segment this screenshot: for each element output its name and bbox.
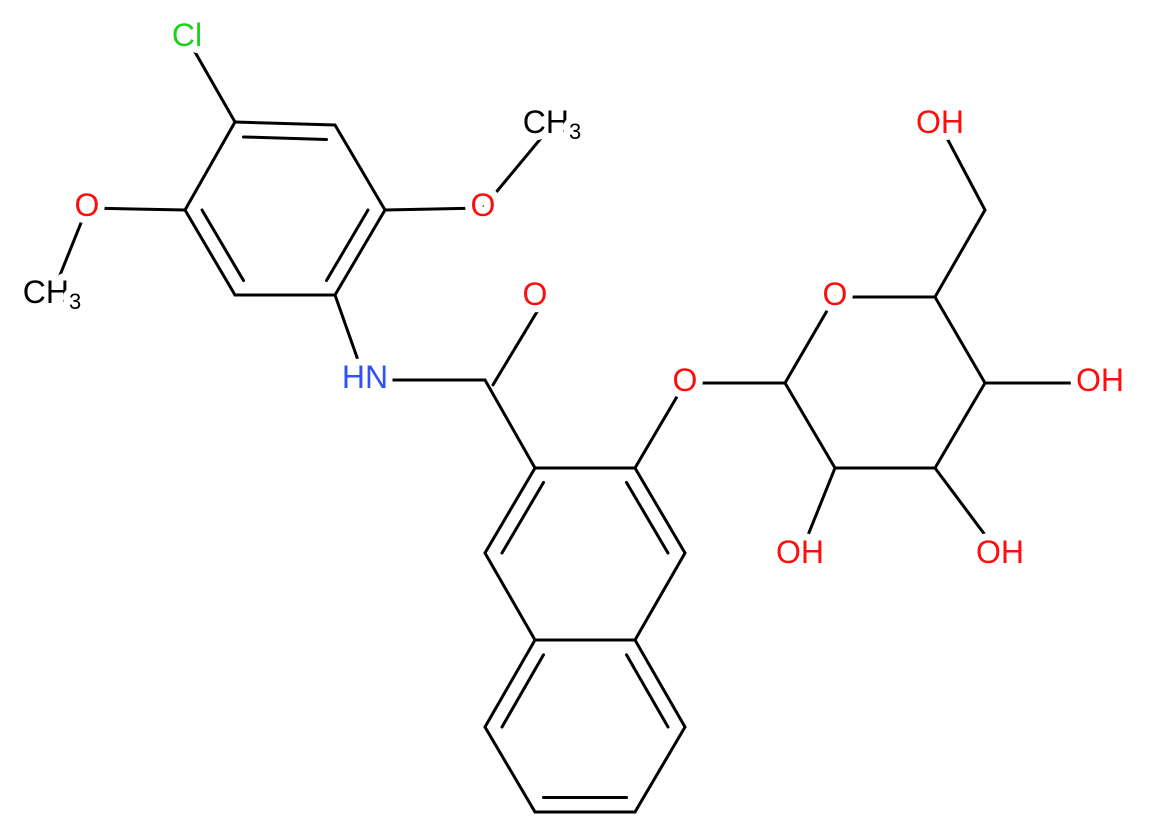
atom-symbol: OH bbox=[1076, 362, 1124, 398]
atom-symbol: OH bbox=[976, 534, 1024, 570]
bond bbox=[50, 206, 89, 297]
bond bbox=[633, 381, 687, 470]
atom-symbol: O bbox=[75, 187, 100, 223]
bond bbox=[633, 725, 687, 814]
atom-label: O bbox=[471, 187, 496, 223]
atom-label: OH bbox=[776, 534, 824, 570]
atom-symbol: O bbox=[471, 187, 496, 223]
bond bbox=[483, 378, 537, 470]
bond bbox=[333, 293, 367, 382]
bond bbox=[625, 653, 670, 729]
atom-label: Cl bbox=[172, 17, 202, 53]
atom-symbol: CH bbox=[23, 274, 69, 310]
atom-label: HN bbox=[342, 359, 388, 395]
bond bbox=[242, 135, 328, 141]
bond bbox=[783, 295, 837, 385]
atom-label: O bbox=[673, 362, 698, 398]
bond bbox=[183, 120, 237, 212]
bonds bbox=[50, 36, 1102, 814]
bond bbox=[483, 638, 537, 729]
atom-label: CH3 bbox=[523, 104, 581, 143]
atom-label: CH3 bbox=[23, 274, 81, 313]
bond bbox=[933, 381, 987, 470]
bond bbox=[783, 381, 837, 470]
atom-symbol: O bbox=[523, 276, 548, 312]
bond bbox=[491, 300, 545, 387]
bond bbox=[933, 466, 1002, 557]
bond bbox=[383, 206, 485, 212]
bond bbox=[633, 551, 687, 642]
atom-label: OH bbox=[916, 104, 964, 140]
atom-symbol: OH bbox=[776, 534, 824, 570]
atom-symbol: Cl bbox=[172, 17, 202, 53]
bond bbox=[938, 123, 987, 212]
atom-label: O bbox=[823, 276, 848, 312]
bond bbox=[633, 638, 687, 729]
atom-symbol: HN bbox=[342, 359, 388, 395]
bond bbox=[500, 653, 545, 729]
bond bbox=[483, 466, 537, 555]
atom-symbol: OH bbox=[916, 104, 964, 140]
bond bbox=[625, 480, 670, 555]
atom-symbol: O bbox=[823, 276, 848, 312]
atom-subscript: 3 bbox=[69, 289, 81, 314]
bond bbox=[183, 208, 237, 297]
atom-symbol: O bbox=[673, 362, 698, 398]
bond bbox=[333, 123, 387, 212]
bond bbox=[185, 36, 237, 124]
bond bbox=[200, 208, 245, 283]
bond bbox=[325, 208, 370, 283]
bond bbox=[500, 480, 545, 555]
bond bbox=[933, 208, 987, 299]
bond bbox=[798, 466, 837, 557]
bond bbox=[933, 295, 987, 385]
atom-subscript: 3 bbox=[569, 119, 581, 144]
atom-label: O bbox=[75, 187, 100, 223]
bond bbox=[481, 123, 554, 210]
bond bbox=[483, 725, 537, 814]
bond bbox=[85, 206, 187, 212]
bond bbox=[633, 466, 687, 555]
bond bbox=[333, 208, 387, 297]
bond bbox=[483, 551, 537, 642]
bond bbox=[233, 120, 337, 127]
atom-label: O bbox=[523, 276, 548, 312]
atom-label: OH bbox=[1076, 362, 1124, 398]
atom-label: OH bbox=[976, 534, 1024, 570]
atom-symbol: CH bbox=[523, 104, 569, 140]
